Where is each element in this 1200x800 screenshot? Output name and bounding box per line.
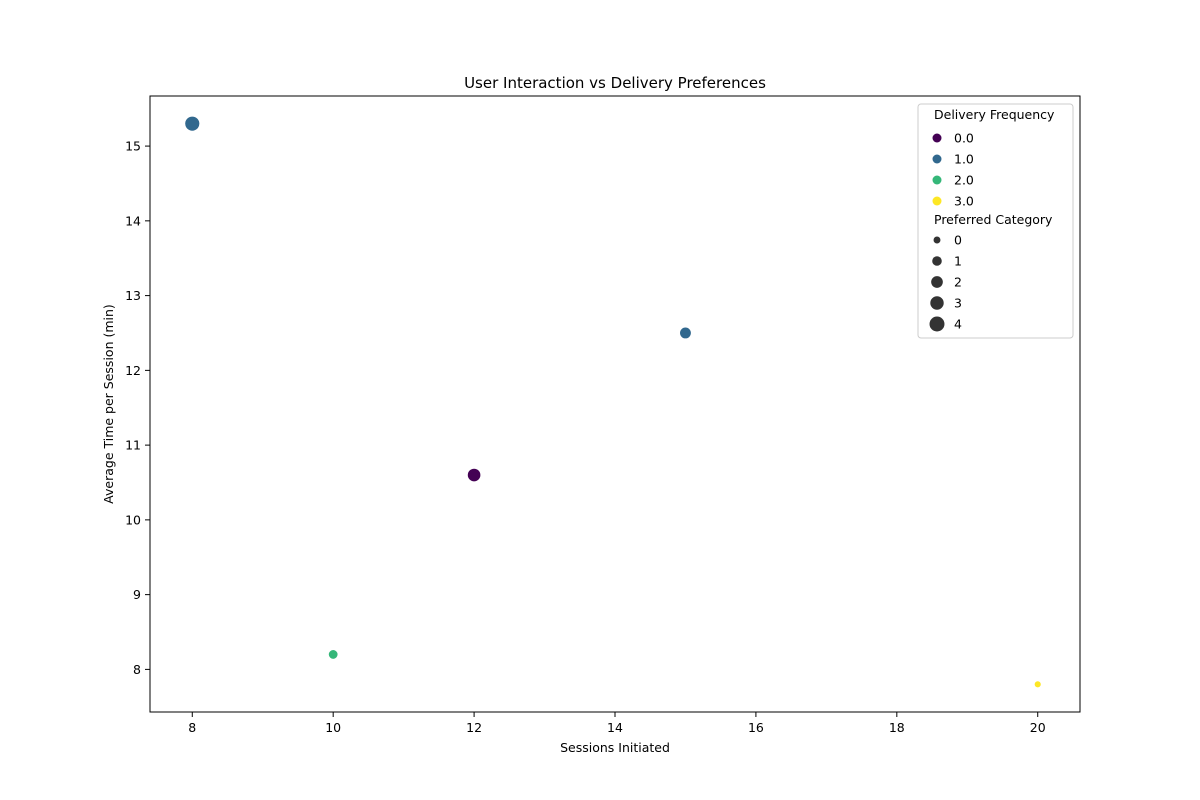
y-tick-label: 13	[125, 288, 141, 303]
x-tick-label: 10	[325, 720, 341, 735]
x-tick-label: 12	[466, 720, 482, 735]
x-tick-label: 8	[188, 720, 196, 735]
legend-size-label: 3	[954, 296, 962, 311]
y-tick-label: 12	[125, 363, 141, 378]
legend-hue-label: 0.0	[954, 131, 974, 146]
legend-size-marker	[929, 316, 945, 332]
legend-size-label: 0	[954, 233, 962, 248]
x-axis: 8 10 12 14 16 18 20	[188, 712, 1046, 735]
legend-hue-label: 1.0	[954, 152, 974, 167]
legend-hue-title: Delivery Frequency	[934, 107, 1055, 122]
legend: Delivery Frequency 0.0 1.0 2.0 3.0 Preferred …	[917, 103, 1074, 339]
data-points	[184, 115, 1042, 689]
legend-size-marker	[930, 296, 944, 310]
y-axis: 8 9 10 11 12 13 14 15	[125, 139, 150, 677]
legend-size-label: 1	[954, 254, 962, 269]
legend-hue-label: 3.0	[954, 194, 974, 209]
legend-size-marker	[932, 256, 942, 266]
data-point	[1033, 680, 1042, 689]
legend-hue-marker	[932, 133, 942, 143]
legend-size-marker	[931, 276, 943, 288]
data-point	[184, 115, 201, 132]
x-tick-label: 20	[1030, 720, 1046, 735]
x-tick-label: 16	[748, 720, 764, 735]
y-axis-label: Average Time per Session (min)	[101, 304, 116, 504]
y-tick-label: 11	[125, 438, 141, 453]
x-tick-label: 14	[607, 720, 623, 735]
y-tick-label: 8	[133, 662, 141, 677]
x-axis-label: Sessions Initiated	[560, 740, 670, 755]
legend-size-marker	[933, 236, 941, 244]
legend-size-label: 2	[954, 275, 962, 290]
y-tick-label: 9	[133, 587, 141, 602]
data-point	[466, 467, 482, 483]
data-point	[679, 326, 692, 340]
chart-title: User Interaction vs Delivery Preferences	[464, 74, 766, 92]
legend-hue-marker	[932, 175, 942, 185]
x-tick-label: 18	[889, 720, 905, 735]
legend-box	[917, 103, 1074, 339]
data-point	[327, 649, 339, 660]
legend-size-title: Preferred Category	[934, 212, 1053, 227]
legend-hue-label: 2.0	[954, 173, 974, 188]
y-tick-label: 15	[125, 139, 141, 154]
y-tick-label: 10	[125, 512, 141, 527]
y-tick-label: 14	[125, 213, 141, 228]
legend-size-label: 4	[954, 317, 962, 332]
legend-hue-marker	[932, 154, 942, 164]
legend-hue-marker	[932, 196, 942, 206]
